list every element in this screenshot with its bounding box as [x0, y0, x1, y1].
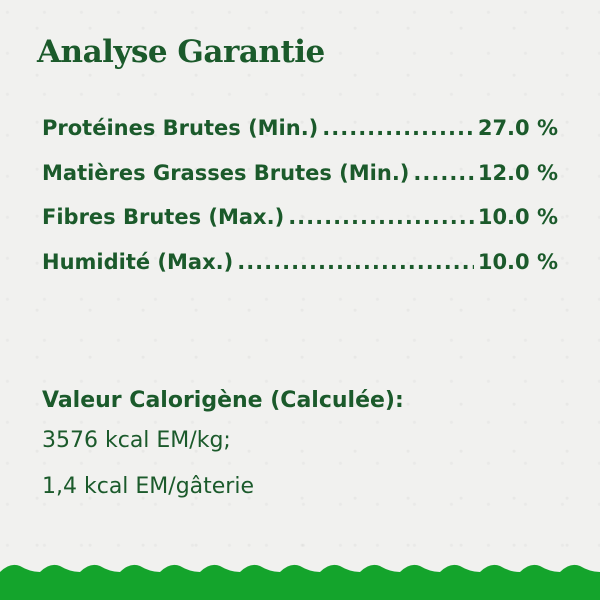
calorie-per-kg: 3576 kcal EM/kg;: [42, 428, 231, 453]
dot-leader: [237, 250, 474, 274]
wave-border: [0, 564, 600, 600]
table-row: Humidité (Max.) 10.0 %: [42, 250, 558, 295]
dot-leader: [322, 116, 474, 140]
row-value: 10.0 %: [477, 205, 558, 229]
dot-leader: [288, 205, 474, 229]
analysis-table: Protéines Brutes (Min.) 27.0 % Matières …: [42, 116, 558, 294]
row-label: Matières Grasses Brutes (Min.): [42, 160, 410, 185]
calorie-per-treat: 1,4 kcal EM/gâterie: [42, 474, 254, 499]
row-label: Fibres Brutes (Max.): [42, 205, 285, 229]
row-value: 27.0 %: [477, 116, 558, 140]
calorie-heading: Valeur Calorigène (Calculée):: [42, 388, 404, 413]
table-row: Matières Grasses Brutes (Min.) 12.0 %: [42, 161, 558, 206]
table-row: Fibres Brutes (Max.) 10.0 %: [42, 205, 558, 250]
dot-leader: [413, 161, 473, 185]
table-row: Protéines Brutes (Min.) 27.0 %: [42, 116, 558, 161]
page-title: Analyse Garantie: [37, 34, 325, 70]
wave-shape: [0, 564, 600, 600]
row-value: 12.0 %: [477, 160, 558, 185]
row-label: Humidité (Max.): [42, 249, 234, 274]
row-label: Protéines Brutes (Min.): [42, 116, 319, 140]
row-value: 10.0 %: [477, 249, 558, 274]
